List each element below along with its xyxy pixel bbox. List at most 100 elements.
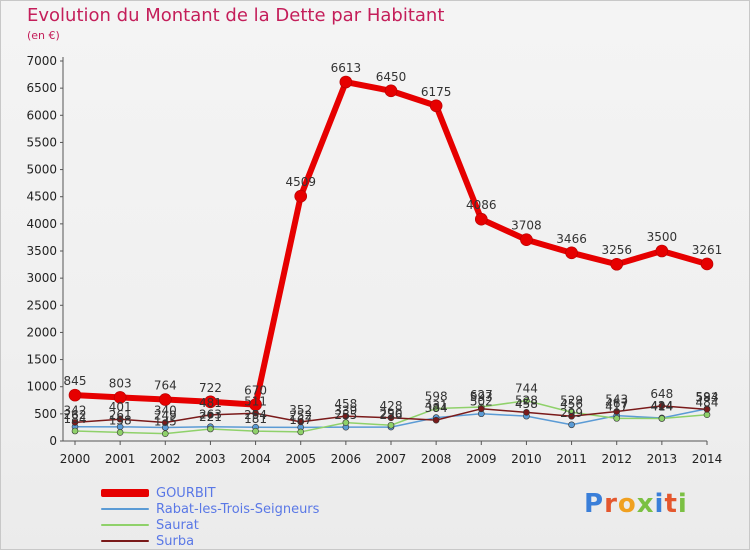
data-point <box>249 398 262 411</box>
data-label: 845 <box>64 374 87 388</box>
data-label: 3708 <box>511 219 542 233</box>
data-label: 181 <box>244 412 267 426</box>
legend-item: Rabat-les-Trois-Seigneurs <box>101 501 319 517</box>
data-label: 3256 <box>601 243 632 257</box>
x-tick-label: 2013 <box>647 452 678 466</box>
data-point <box>297 418 305 426</box>
data-label: 594 <box>696 390 719 404</box>
y-tick-label: 500 <box>34 407 57 421</box>
data-label: 431 <box>425 399 448 413</box>
legend-item: GOURBIT <box>101 485 319 501</box>
data-point <box>432 405 440 412</box>
data-label: 401 <box>109 400 132 414</box>
data-label: 255 <box>334 408 357 422</box>
x-tick-label: 2001 <box>105 452 136 466</box>
data-label: 256 <box>380 408 403 422</box>
data-point <box>655 244 669 258</box>
legend-swatch <box>101 508 149 510</box>
data-label: 511 <box>244 394 267 408</box>
x-tick-label: 2002 <box>150 452 181 466</box>
legend-label: Rabat-les-Trois-Seigneurs <box>156 501 320 517</box>
data-point <box>116 429 124 436</box>
legend-swatch <box>101 489 149 497</box>
data-label: 3466 <box>556 232 587 246</box>
legend-item: Saurat <box>101 517 319 533</box>
logo-letter: o <box>617 489 637 519</box>
data-label: 6175 <box>421 85 452 99</box>
legend-swatch <box>101 524 149 526</box>
data-point <box>387 414 395 422</box>
data-label: 417 <box>605 399 628 413</box>
data-point <box>523 397 530 404</box>
y-tick-label: 3000 <box>26 271 57 285</box>
data-point <box>71 427 79 435</box>
data-label: 3261 <box>692 243 723 257</box>
data-label: 502 <box>470 395 493 409</box>
data-point <box>523 409 530 416</box>
data-point <box>161 419 169 426</box>
data-point <box>207 411 214 419</box>
data-label: 184 <box>64 412 87 426</box>
data-label: 254 <box>244 408 267 422</box>
data-label: 3500 <box>647 230 678 244</box>
data-point <box>113 391 127 404</box>
y-tick-label: 6000 <box>26 108 57 122</box>
x-tick-label: 2011 <box>556 452 587 466</box>
legend-label: Surba <box>156 533 195 549</box>
data-point <box>342 412 350 420</box>
data-label: 598 <box>425 390 448 404</box>
data-point <box>477 405 485 413</box>
data-label: 458 <box>515 397 538 411</box>
y-tick-label: 0 <box>49 434 57 448</box>
data-label: 593 <box>470 390 493 404</box>
data-label: 290 <box>380 406 403 420</box>
data-point <box>384 84 398 98</box>
y-tick-label: 5000 <box>26 163 57 177</box>
data-label: 158 <box>109 413 132 427</box>
y-tick-label: 2000 <box>26 325 57 339</box>
y-tick-label: 3500 <box>26 244 57 258</box>
x-tick-label: 2004 <box>240 452 271 466</box>
y-tick-label: 5500 <box>26 135 57 149</box>
data-label: 221 <box>199 410 222 424</box>
y-tick-label: 1500 <box>26 353 57 367</box>
x-tick-label: 2014 <box>692 452 723 466</box>
legend-swatch <box>101 540 149 542</box>
data-label: 744 <box>515 382 538 396</box>
data-label: 263 <box>199 408 222 422</box>
data-label: 484 <box>696 396 719 410</box>
x-tick-label: 2000 <box>60 452 91 466</box>
data-label: 803 <box>109 376 132 390</box>
y-tick-label: 6500 <box>26 81 57 95</box>
data-label: 467 <box>605 397 628 411</box>
logo-letter: i <box>677 489 688 519</box>
data-point <box>252 427 259 435</box>
data-label: 722 <box>199 381 222 395</box>
data-label: 424 <box>650 399 673 413</box>
data-label: 4509 <box>285 175 316 189</box>
legend-label: GOURBIT <box>156 485 216 501</box>
legend-label: Saurat <box>156 517 199 533</box>
chart-title: Evolution du Montant de la Dette par Hab… <box>27 5 445 26</box>
data-point <box>71 419 79 426</box>
logo-letter: i <box>654 489 665 519</box>
data-label: 167 <box>289 413 312 427</box>
data-label: 456 <box>560 397 583 411</box>
proxiti-logo: Proxiti <box>584 489 688 519</box>
data-point <box>387 421 395 429</box>
legend: GOURBIT Rabat-les-Trois-Seigneurs Saurat Su… <box>101 485 319 549</box>
data-label: 339 <box>334 404 357 418</box>
data-label: 528 <box>515 393 538 407</box>
data-label: 135 <box>154 415 177 429</box>
data-point <box>568 421 575 429</box>
data-label: 384 <box>425 401 448 415</box>
data-label: 648 <box>650 387 673 401</box>
legend-item: Surba <box>101 533 319 549</box>
data-label: 249 <box>154 408 177 422</box>
data-point <box>610 257 624 271</box>
y-tick-label: 4000 <box>26 217 57 231</box>
data-label: 342 <box>64 403 87 417</box>
data-point <box>339 75 353 89</box>
